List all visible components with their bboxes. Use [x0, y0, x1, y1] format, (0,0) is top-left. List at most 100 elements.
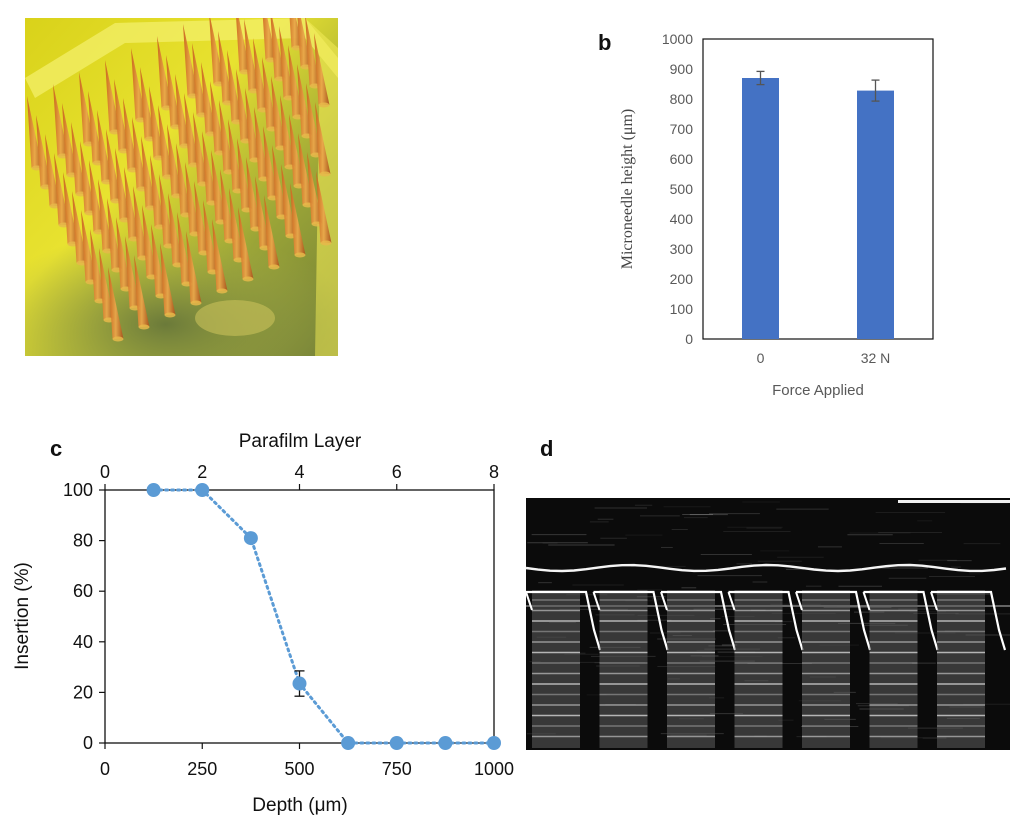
line-chart-y-tick-label: 80 — [73, 531, 93, 551]
microneedle-base — [112, 336, 124, 342]
panel-label-b: b — [598, 30, 612, 55]
microneedle — [160, 243, 176, 315]
needle-shadow — [599, 590, 648, 748]
microneedle — [264, 195, 280, 267]
needle-outline — [727, 591, 736, 611]
microneedle-base — [268, 264, 280, 270]
data-point — [438, 736, 453, 750]
data-point — [389, 736, 404, 750]
data-point — [487, 736, 501, 750]
needle-outline — [661, 590, 737, 651]
data-point — [146, 483, 161, 497]
microneedle-array-photo — [25, 18, 338, 356]
line-chart-x-tick-label: 0 — [100, 759, 110, 779]
line-chart-x-axis-title: Depth (μm) — [252, 795, 347, 816]
bar-chart-y-tick-label: 300 — [670, 241, 694, 257]
line-chart-x-tick-label: 750 — [382, 759, 412, 779]
bar-chart-y-tick-label: 800 — [670, 91, 694, 107]
line-chart-top-tick-label: 6 — [392, 462, 402, 482]
microneedle — [314, 33, 330, 105]
line-chart-x-tick-label: 1000 — [474, 759, 514, 779]
bar-chart-y-tick-label: 900 — [670, 61, 694, 77]
bar-chart-y-tick-label: 100 — [670, 301, 694, 317]
line-chart-top-axis-title: Parafilm Layer — [239, 431, 362, 452]
line-chart-y-tick-label: 100 — [63, 480, 93, 500]
line-chart-frame — [104, 489, 495, 744]
line-chart-top-tick-label: 0 — [100, 462, 110, 482]
bar — [857, 90, 894, 339]
bar-chart-frame — [702, 38, 934, 340]
needle-outline — [592, 591, 601, 611]
needle-shadow — [734, 590, 783, 748]
needle-outline — [525, 591, 533, 611]
needle-shadow — [937, 590, 985, 748]
line-chart-y-tick-label: 20 — [73, 682, 93, 702]
needle-outline — [593, 590, 669, 651]
needle-outline — [863, 590, 939, 651]
line-chart-x-tick-label: 500 — [284, 759, 314, 779]
bar-chart-y-tick-label: 200 — [670, 271, 694, 287]
needle-outline — [931, 590, 1007, 651]
microneedle — [316, 171, 332, 243]
microneedle-base — [216, 288, 228, 294]
microneedle — [212, 219, 228, 291]
needle-shadow — [532, 590, 580, 748]
needle-outline — [728, 590, 804, 651]
microneedle — [108, 267, 124, 339]
microneedle — [315, 102, 331, 174]
needle-shadow — [869, 590, 918, 748]
bar-chart-y-tick-label: 400 — [670, 211, 694, 227]
data-point — [195, 483, 210, 497]
panel-label-c: c — [50, 436, 63, 461]
panel-label-d: d — [540, 436, 554, 461]
needle-shadow — [667, 590, 715, 748]
line-chart-x-tick-label: 250 — [187, 759, 217, 779]
line-chart-top-tick-label: 2 — [197, 462, 207, 482]
microneedle-base — [294, 252, 306, 258]
line-chart-y-tick-label: 0 — [83, 733, 93, 753]
bar-chart-y-axis-title: Microneedle height (μm) — [619, 109, 636, 270]
needle-outline — [862, 591, 871, 611]
bar — [742, 78, 779, 339]
microneedle — [186, 231, 202, 303]
microneedle-base — [320, 240, 332, 246]
microneedle-base — [138, 324, 150, 330]
data-point — [341, 736, 356, 750]
bar-chart-y-tick-label: 1000 — [662, 31, 693, 47]
line-chart-y-tick-label: 40 — [73, 632, 93, 652]
line-chart-top-tick-label: 4 — [294, 462, 304, 482]
surface-line — [525, 563, 1007, 573]
bar-chart-y-tick-label: 600 — [670, 151, 694, 167]
needle-outline — [930, 591, 938, 611]
microneedle-base — [242, 276, 254, 282]
needle-outline — [660, 591, 668, 611]
needle-outline — [795, 591, 803, 611]
needle-outline — [796, 590, 872, 651]
line-chart-y-tick-label: 60 — [73, 581, 93, 601]
bar-chart-y-tick-label: 500 — [670, 181, 694, 197]
needle-shadow — [802, 590, 850, 748]
microneedle-base — [318, 102, 330, 108]
bar-chart-x-tick-label: 32 N — [861, 350, 891, 366]
needle-outline — [526, 590, 602, 651]
insertion-series-line — [152, 488, 496, 745]
data-point — [292, 676, 307, 691]
microneedle-base — [190, 300, 202, 306]
bar-chart-y-tick-label: 0 — [685, 331, 693, 347]
microneedle — [134, 255, 150, 327]
scale-bar — [898, 500, 1010, 503]
data-point — [243, 531, 258, 546]
bar-chart-y-tick-label: 700 — [670, 121, 694, 137]
microneedle-base — [164, 312, 176, 318]
oct-image — [525, 498, 1010, 750]
bar-chart: 0 100 200 300 400 500 600 700 800 900 1000 0 32 N F… — [619, 31, 934, 399]
microneedle — [290, 183, 306, 255]
line-chart-top-tick-label: 8 — [489, 462, 499, 482]
line-chart-y-axis-title: Insertion (%) — [12, 562, 33, 670]
microneedle — [238, 207, 254, 279]
bar-chart-x-axis-title: Force Applied — [772, 382, 864, 399]
microneedle-base — [319, 171, 331, 177]
bar-chart-x-tick-label: 0 — [757, 350, 765, 366]
